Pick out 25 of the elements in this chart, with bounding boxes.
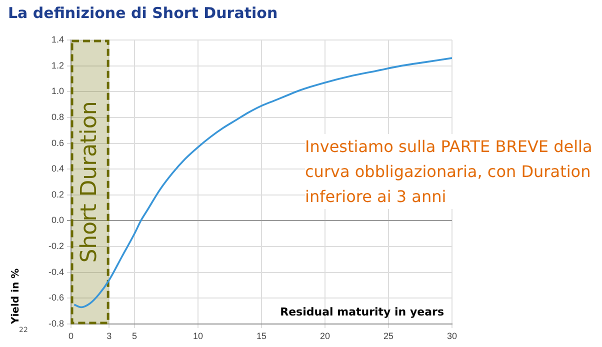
y-tick-label: 1.0	[51, 86, 64, 96]
y-axis-title: Yield in %	[10, 268, 22, 325]
y-tick-label: 0.2	[51, 189, 64, 200]
x-tick-label: 10	[192, 330, 204, 341]
x-tick-label: 5	[132, 330, 138, 341]
y-tick-label: 1.4	[51, 34, 64, 44]
y-tick-label: -0.2	[48, 241, 64, 252]
y-tick-label: 0.0	[51, 215, 64, 226]
x-tick-label: 15	[256, 330, 267, 341]
y-tick-label: -0.4	[48, 266, 64, 277]
y-tick-label: 1.2	[51, 60, 64, 70]
band-label: Short Duration	[76, 101, 102, 263]
x-tick-label: 30	[446, 330, 458, 341]
annotation: Investiamo sulla PARTE BREVE della curva obbligazionaria, con Duration inferiore ai 3 anni	[305, 134, 595, 209]
y-tick-label: -0.8	[48, 318, 64, 328]
y-tick-label: -0.6	[48, 292, 64, 303]
x-tick-label: 20	[320, 330, 330, 341]
x-tick-label: 0	[68, 330, 74, 341]
y-tick-label: 0.4	[51, 164, 64, 174]
x-tick-label: 25	[383, 330, 394, 341]
y-tick-label: 0.6	[51, 138, 64, 148]
y-tick-label: 0.8	[51, 112, 64, 122]
chart-title: La definizione di Short Duration	[8, 4, 278, 22]
x-tick-label: 3	[106, 330, 112, 341]
x-axis-title: Residual maturity in years	[280, 305, 444, 318]
